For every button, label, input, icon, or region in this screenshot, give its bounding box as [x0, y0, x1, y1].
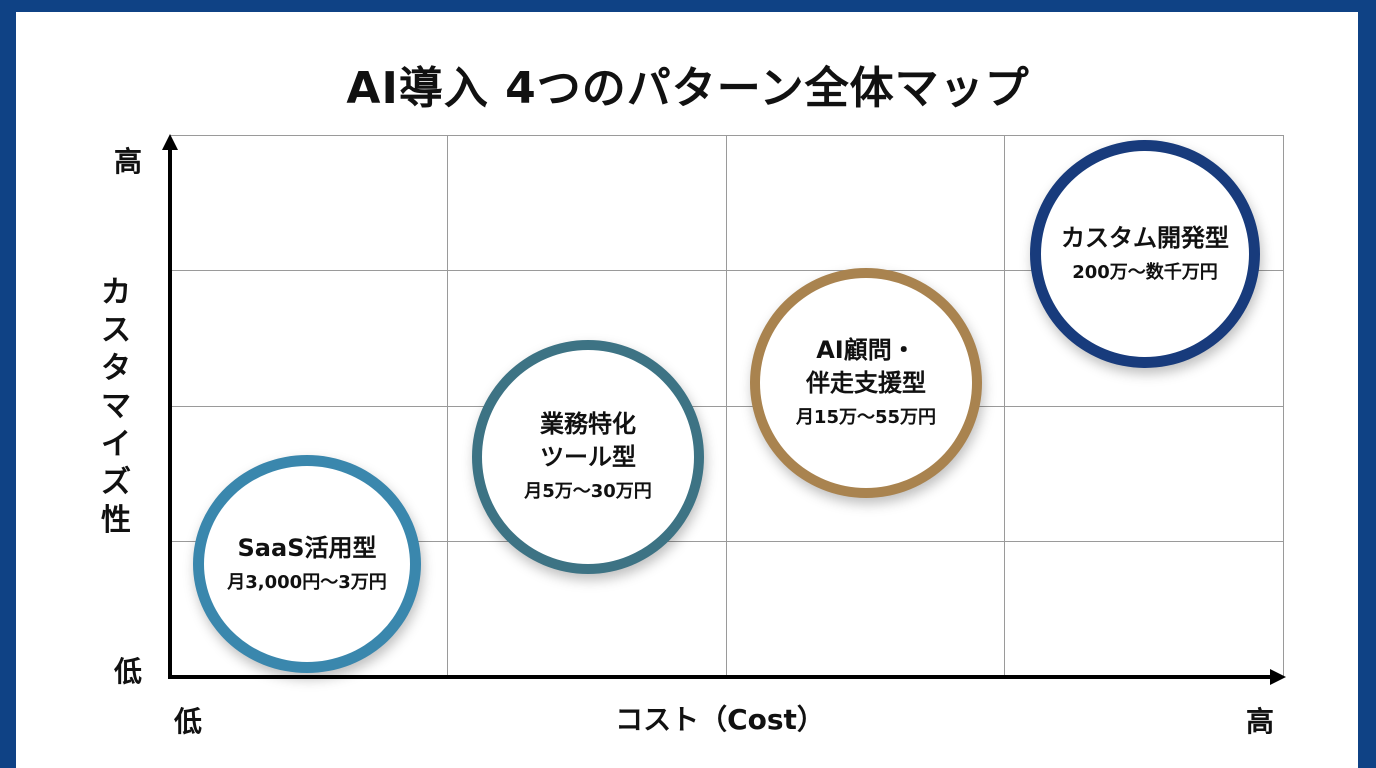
bubble-name: カスタム開発型 [1061, 223, 1229, 252]
y-axis-high-label: 高 [114, 145, 143, 178]
arrow-right-icon [1270, 669, 1286, 685]
x-axis-high-label: 高 [1246, 705, 1275, 738]
x-axis-title: コスト（Cost） [615, 703, 825, 736]
bubble-custom: カスタム開発型 200万〜数千万円 [1030, 140, 1260, 368]
grid-line [447, 135, 448, 677]
bubble-tool: 業務特化 ツール型 月5万〜30万円 [472, 340, 704, 574]
chart-title: AI導入 4つのパターン全体マップ [346, 63, 1030, 114]
bubble-name: SaaS活用型 [237, 533, 377, 562]
x-axis-low-label: 低 [174, 705, 203, 738]
x-axis-line [168, 675, 1274, 679]
y-axis-line [168, 146, 172, 679]
grid-line [1283, 135, 1284, 677]
bubble-price: 月3,000円〜3万円 [227, 571, 387, 593]
y-axis-low-label: 低 [114, 655, 143, 688]
bubble-advisor: AI顧問・ 伴走支援型 月15万〜55万円 [750, 268, 982, 498]
bubble-price: 200万〜数千万円 [1072, 261, 1218, 283]
y-axis-title: カスタマイズ性 [101, 275, 131, 538]
bubble-name: AI顧問・ 伴走支援型 [806, 336, 926, 397]
grid-line [1004, 135, 1005, 677]
bubble-name: 業務特化 ツール型 [540, 410, 636, 471]
canvas-panel [16, 12, 1358, 768]
arrow-up-icon [162, 134, 178, 150]
bubble-price: 月15万〜55万円 [795, 407, 937, 428]
bubble-price: 月5万〜30万円 [524, 481, 652, 502]
bubble-saas: SaaS活用型 月3,000円〜3万円 [193, 455, 421, 673]
grid-line [726, 135, 727, 677]
